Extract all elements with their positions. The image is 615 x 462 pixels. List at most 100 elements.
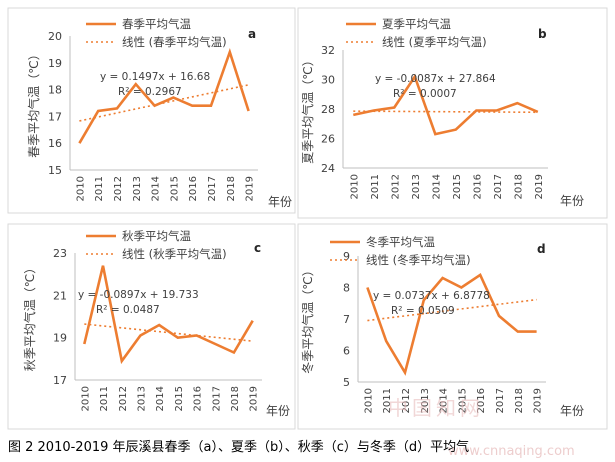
figure-caption: 图 2 2010-2019 年辰溪县春季（a）、夏季（b）、秋季（c）与冬季（d… bbox=[8, 440, 470, 455]
x-axis-label: 年份 bbox=[266, 404, 290, 418]
x-tick-label: 2018 bbox=[230, 386, 241, 411]
x-tick-label: 2014 bbox=[439, 388, 450, 413]
y-tick-label: 7 bbox=[343, 313, 350, 326]
y-tick-label: 15 bbox=[48, 164, 62, 177]
x-tick-label: 2013 bbox=[420, 388, 431, 413]
y-tick-label: 21 bbox=[53, 289, 67, 302]
x-tick-label: 2011 bbox=[382, 388, 393, 413]
x-axis-label: 年份 bbox=[268, 195, 292, 209]
x-tick-label: 2013 bbox=[411, 174, 422, 199]
trend-equation: y = 0.0737x + 6.8778 bbox=[373, 290, 490, 302]
x-axis-label: 年份 bbox=[560, 194, 584, 208]
x-tick-label: 2014 bbox=[431, 174, 442, 199]
x-tick-label: 2010 bbox=[349, 174, 360, 199]
x-tick-label: 2015 bbox=[457, 388, 468, 413]
legend-label-series: 春季平均气温 bbox=[122, 17, 191, 31]
y-tick-label: 23 bbox=[53, 247, 67, 260]
x-tick-label: 2019 bbox=[534, 174, 545, 199]
y-tick-label: 17 bbox=[53, 374, 67, 387]
watermark-url: www.cnnaqing.com bbox=[448, 444, 575, 459]
y-tick-label: 6 bbox=[343, 345, 350, 358]
x-tick-label: 2015 bbox=[169, 176, 180, 201]
legend-label-trend: 线性 (夏季平均气温) bbox=[382, 35, 487, 49]
x-tick-label: 2017 bbox=[493, 174, 504, 199]
y-tick-label: 5 bbox=[343, 376, 350, 389]
x-tick-label: 2017 bbox=[495, 388, 506, 413]
legend-label-series: 秋季平均气温 bbox=[122, 229, 191, 243]
legend-label-series: 夏季平均气温 bbox=[382, 17, 451, 31]
x-tick-label: 2012 bbox=[390, 174, 401, 199]
trend-equation: y = -0.0087x + 27.864 bbox=[375, 73, 496, 85]
trend-r2: R² = 0.2967 bbox=[118, 86, 182, 98]
series-line bbox=[353, 73, 539, 136]
x-tick-label: 2012 bbox=[113, 176, 124, 201]
y-tick-label: 8 bbox=[343, 282, 350, 295]
y-tick-label: 26 bbox=[321, 133, 335, 146]
y-tick-label: 19 bbox=[53, 332, 67, 345]
y-tick-label: 19 bbox=[48, 57, 62, 70]
series-line bbox=[83, 265, 254, 365]
x-tick-label: 2017 bbox=[211, 386, 222, 411]
y-axis-label: 秋季平均气温（℃） bbox=[22, 262, 37, 371]
chart-panel-d: 5 6 7 8 9 2010 2011 2012 2013 2014 2015 2016 2017 201… bbox=[297, 223, 608, 430]
y-tick-label: 20 bbox=[48, 30, 62, 43]
y-tick-label: 18 bbox=[48, 84, 62, 97]
chart-panel-a: 15 16 17 18 19 20 2010 2011 2012 2013 2014 2015 2016… bbox=[7, 7, 296, 214]
x-tick-label: 2019 bbox=[245, 176, 256, 201]
panel-frame bbox=[297, 7, 608, 219]
series-line bbox=[366, 272, 537, 376]
y-tick-label: 28 bbox=[321, 103, 335, 116]
y-tick-label: 24 bbox=[321, 162, 335, 175]
x-tick-label: 2017 bbox=[207, 176, 218, 201]
y-axis-label: 春季平均气温（℃） bbox=[26, 48, 41, 157]
trendline bbox=[84, 323, 253, 342]
x-tick-label: 2016 bbox=[188, 176, 199, 201]
y-tick-label: 30 bbox=[321, 74, 335, 87]
x-tick-label: 2019 bbox=[533, 388, 544, 413]
y-tick-label: 32 bbox=[321, 44, 335, 57]
trendline bbox=[367, 298, 537, 322]
x-tick-label: 2010 bbox=[80, 386, 91, 411]
panel-frame bbox=[7, 223, 296, 430]
trend-r2: R² = 0.0509 bbox=[391, 305, 455, 317]
panel-label: a bbox=[248, 27, 256, 41]
watermark: 中国知网 bbox=[388, 396, 484, 420]
legend-label-trend: 线性 (冬季平均气温) bbox=[366, 253, 471, 267]
x-tick-label: 2016 bbox=[193, 386, 204, 411]
x-tick-label: 2011 bbox=[99, 386, 110, 411]
trendline bbox=[353, 110, 538, 114]
x-tick-label: 2015 bbox=[452, 174, 463, 199]
x-tick-label: 2018 bbox=[226, 176, 237, 201]
panel-frame bbox=[297, 223, 608, 430]
legend-label-series: 冬季平均气温 bbox=[366, 235, 435, 249]
trend-r2: R² = 0.0007 bbox=[393, 88, 457, 100]
chart-panel-b: 24 26 28 30 32 2010 2011 2012 2013 2014 2015 2016 20… bbox=[297, 7, 608, 219]
panel-label: b bbox=[538, 27, 547, 41]
panel-label: c bbox=[254, 241, 261, 255]
x-tick-label: 2013 bbox=[132, 176, 143, 201]
x-tick-label: 2011 bbox=[94, 176, 105, 201]
y-tick-label: 16 bbox=[48, 137, 62, 150]
x-tick-label: 2012 bbox=[401, 388, 412, 413]
x-tick-label: 2016 bbox=[476, 388, 487, 413]
panel-label: d bbox=[537, 242, 546, 256]
y-tick-label: 17 bbox=[48, 110, 62, 123]
y-axis-label: 夏季平均气温（℃） bbox=[300, 54, 315, 163]
x-tick-label: 2011 bbox=[370, 174, 381, 199]
x-tick-label: 2014 bbox=[151, 176, 162, 201]
x-tick-label: 2013 bbox=[136, 386, 147, 411]
x-tick-label: 2010 bbox=[75, 176, 86, 201]
x-tick-label: 2018 bbox=[514, 388, 525, 413]
x-tick-label: 2019 bbox=[249, 386, 260, 411]
x-tick-label: 2012 bbox=[118, 386, 129, 411]
x-tick-label: 2010 bbox=[363, 388, 374, 413]
chart-panel-c: 17 19 21 23 2010 2011 2012 2013 2014 2015 2016 2017… bbox=[7, 223, 296, 430]
x-tick-label: 2018 bbox=[513, 174, 524, 199]
x-tick-label: 2015 bbox=[174, 386, 185, 411]
legend-label-trend: 线性 (秋季平均气温) bbox=[122, 247, 227, 261]
x-tick-label: 2014 bbox=[155, 386, 166, 411]
y-axis-label: 冬季平均气温（℃） bbox=[300, 264, 315, 373]
trend-equation: y = 0.1497x + 16.68 bbox=[100, 71, 210, 83]
trend-equation: y = -0.0897x + 19.733 bbox=[78, 289, 199, 301]
